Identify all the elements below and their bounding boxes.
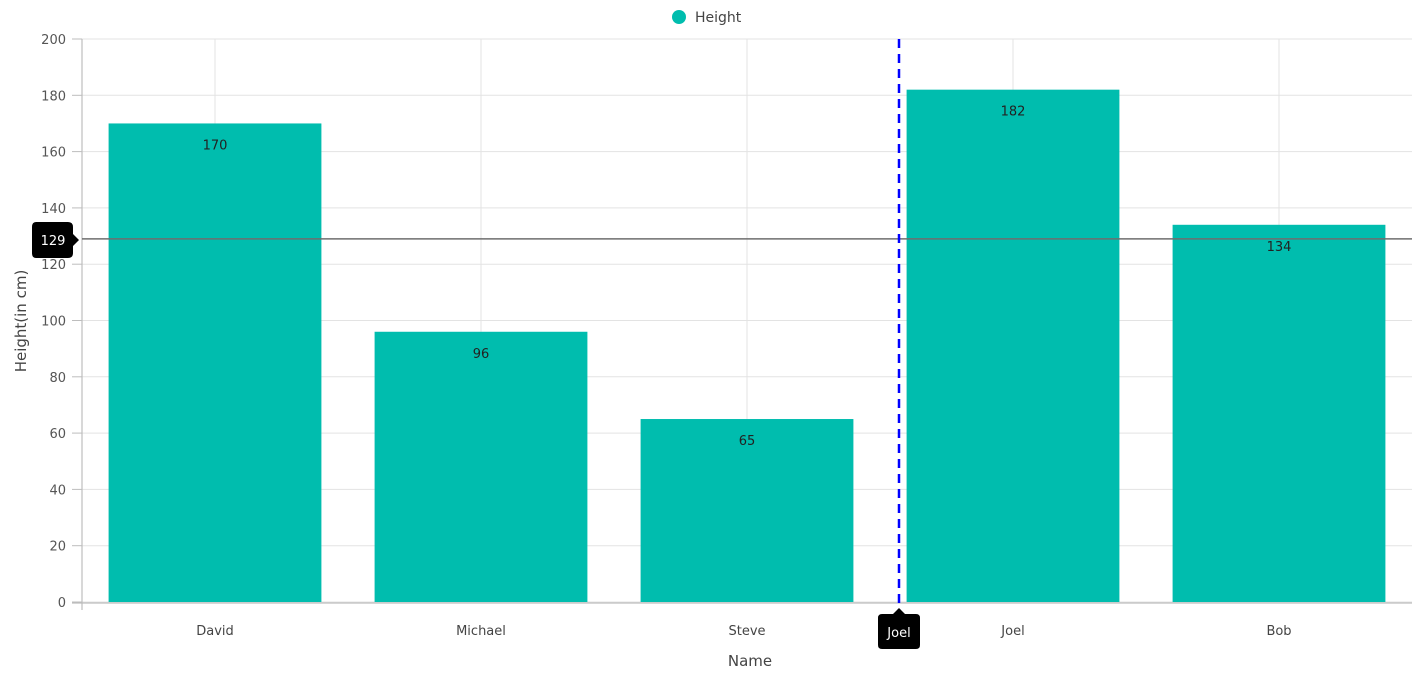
bars: [108, 89, 1386, 603]
y-tick-label-100: 100: [41, 315, 66, 330]
y-tick-label-40: 40: [49, 483, 66, 498]
y-tick-label-200: 200: [41, 33, 66, 48]
legend-label: Height: [695, 10, 742, 26]
y-crosshair-tooltip-label: 129: [41, 234, 66, 249]
bar-Michael: [374, 331, 588, 602]
y-tick-label-20: 20: [49, 540, 66, 555]
y-axis-title: Height(in cm): [12, 270, 30, 373]
data-label-Bob: 134: [1267, 240, 1292, 255]
crosshair: 129 Joel: [32, 39, 1412, 649]
data-label-David: 170: [203, 138, 228, 153]
y-tick-label-60: 60: [49, 427, 66, 442]
legend-marker-icon: [672, 10, 686, 24]
x-tick-label-Bob: Bob: [1266, 624, 1291, 639]
x-axis-title: Name: [728, 652, 772, 670]
data-label-Steve: 65: [739, 434, 756, 449]
x-tick-label-Steve: Steve: [728, 624, 765, 639]
y-tick-label-160: 160: [41, 146, 66, 161]
x-tick-label-David: David: [196, 624, 234, 639]
bar-Joel: [906, 89, 1120, 603]
legend[interactable]: Height: [672, 10, 742, 26]
data-label-Michael: 96: [473, 347, 490, 362]
bar-David: [108, 123, 322, 602]
x-crosshair-tooltip-label: Joel: [886, 626, 910, 641]
y-crosshair-tooltip-box: [32, 222, 79, 258]
data-labels: 170 96 65 182 134: [203, 105, 1292, 449]
x-crosshair-tooltip-box: [878, 608, 920, 649]
y-tick-label-180: 180: [41, 89, 66, 104]
y-tick-label-0: 0: [58, 596, 66, 611]
y-tick-label-80: 80: [49, 371, 66, 386]
data-label-Joel: 182: [1001, 105, 1026, 120]
axes: 0 20 40 60 80 100 120 140 160 180 200 David Michael S…: [41, 33, 1412, 639]
bar-Steve: [640, 419, 854, 602]
bar-Bob: [1172, 224, 1386, 603]
x-tick-label-Joel: Joel: [1000, 624, 1024, 639]
y-tick-label-120: 120: [41, 258, 66, 273]
y-tick-label-140: 140: [41, 202, 66, 217]
x-tick-label-Michael: Michael: [456, 624, 506, 639]
